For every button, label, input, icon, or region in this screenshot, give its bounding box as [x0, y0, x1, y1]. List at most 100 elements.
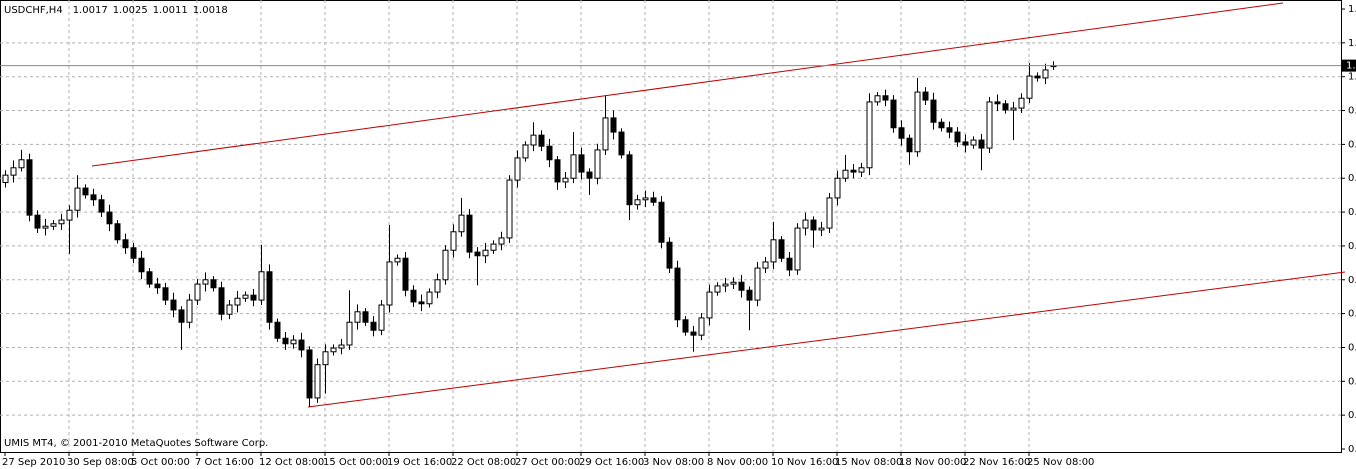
- y-tick-label: 0.9560: [1348, 342, 1356, 353]
- candle-body: [506, 179, 513, 239]
- candle-body: [178, 309, 185, 323]
- y-tick-label: 0.9615: [1348, 309, 1356, 320]
- x-tick-label: 15 Nov 08:00: [835, 457, 902, 468]
- candles: [2, 61, 1057, 408]
- x-tick-label: 25 Nov 08:00: [1027, 457, 1094, 468]
- candle-body: [746, 289, 753, 301]
- candle-body: [882, 95, 889, 101]
- candle-body: [194, 283, 201, 301]
- x-tick-label: 27 Sep 2010: [2, 457, 65, 468]
- candle-body: [474, 251, 481, 257]
- candle-body: [242, 294, 249, 299]
- candle-body: [602, 117, 609, 151]
- x-tick-label: 29 Oct 16:00: [579, 457, 644, 468]
- candle-body: [698, 317, 705, 336]
- y-tick-label: 1.0055: [1348, 38, 1356, 49]
- candle-body: [538, 134, 545, 147]
- candle-body: [266, 271, 273, 323]
- candle-body: [330, 347, 337, 353]
- candle-body: [818, 227, 825, 231]
- candle-body: [50, 223, 57, 227]
- candle-body: [730, 281, 737, 285]
- candle-body: [234, 297, 241, 306]
- footer: UMIS MT4, © 2001-2010 MetaQuotes Softwar…: [4, 438, 268, 449]
- candle-body: [426, 291, 433, 305]
- candle-body: [546, 145, 553, 161]
- candle-body: [594, 149, 601, 179]
- candle-body: [938, 121, 945, 129]
- candle-body: [586, 171, 593, 179]
- candle-body: [490, 243, 497, 251]
- x-tick-label: 3 Nov 08:00: [643, 457, 704, 468]
- candle-body: [658, 201, 665, 243]
- candle-body: [362, 311, 369, 323]
- candle-body: [826, 197, 833, 229]
- y-tick-label: 0.9450: [1348, 410, 1356, 421]
- candle-body: [258, 271, 265, 301]
- candle-body: [578, 154, 585, 173]
- candle-body: [354, 311, 361, 323]
- candle-body: [522, 144, 529, 159]
- y-tick-label: 0.9505: [1348, 376, 1356, 387]
- candle-body: [282, 337, 289, 345]
- candle-body: [706, 291, 713, 319]
- candle-body: [554, 159, 561, 183]
- candle-body: [770, 239, 777, 263]
- candle-body: [210, 279, 217, 289]
- candle-body: [634, 199, 641, 206]
- candle-body: [874, 95, 881, 103]
- candle-body: [962, 141, 969, 146]
- candle-body: [306, 349, 313, 399]
- x-tick-label: 27 Oct 00:00: [515, 457, 580, 468]
- candle-body: [610, 117, 617, 133]
- candle-body: [714, 285, 721, 293]
- candle-body: [402, 257, 409, 291]
- candle-body: [970, 139, 977, 146]
- candle-body: [778, 239, 785, 259]
- candle-body: [682, 319, 689, 333]
- header-value: 1.0025: [113, 5, 148, 16]
- candle-body: [274, 321, 281, 339]
- candle-body: [954, 131, 961, 143]
- chart-title: USDCHF,H4: [4, 5, 63, 16]
- candle-body: [1026, 75, 1033, 99]
- candle-body: [650, 197, 657, 203]
- x-tick-label: 7 Oct 16:00: [195, 457, 254, 468]
- candle-body: [370, 321, 377, 331]
- candle-body: [866, 101, 873, 169]
- candle-body: [762, 261, 769, 269]
- candle-body: [986, 101, 993, 149]
- candle-body: [98, 199, 105, 213]
- candle-body: [170, 299, 177, 311]
- candle-body: [394, 257, 401, 263]
- x-tick-label: 5 Oct 00:00: [131, 457, 190, 468]
- candle-body: [562, 177, 569, 183]
- x-tick-label: 30 Sep 08:00: [67, 457, 134, 468]
- x-tick-label: 22 Oct 08:00: [451, 457, 516, 468]
- candle-body: [10, 167, 17, 176]
- x-tick-label: 15 Oct 00:00: [323, 457, 388, 468]
- candle-body: [618, 131, 625, 156]
- candle-body: [154, 283, 161, 289]
- candle-body: [18, 159, 25, 169]
- y-tick-label: 0.9670: [1348, 275, 1356, 286]
- candle-body: [314, 364, 321, 399]
- candle-body: [26, 159, 33, 216]
- candle-body: [90, 194, 97, 201]
- candle-body: [410, 289, 417, 303]
- candle-body: [114, 223, 121, 241]
- candle-body: [914, 91, 921, 153]
- y-tick-label: 0.9395: [1348, 444, 1356, 455]
- candle-body: [722, 283, 729, 287]
- y-tick-label: 1.0110: [1348, 4, 1356, 15]
- candle-body: [994, 101, 1001, 105]
- y-tick-label: 0.9890: [1348, 139, 1356, 150]
- candle-body: [450, 231, 457, 251]
- price-box: [1342, 59, 1356, 72]
- candle-body: [850, 169, 857, 173]
- candle-body: [890, 99, 897, 129]
- candle-body: [58, 219, 65, 225]
- candle-body: [66, 209, 73, 221]
- candle-body: [786, 257, 793, 271]
